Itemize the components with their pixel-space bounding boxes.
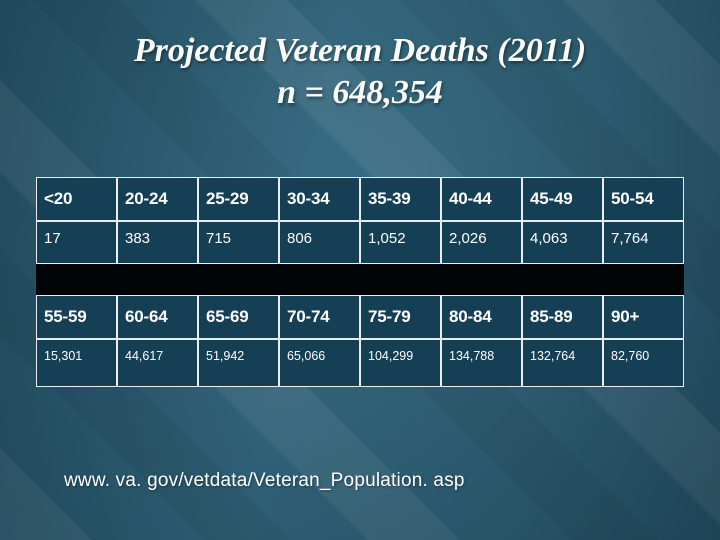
table-value-cell: 65,066 [279,339,360,387]
table-value-cell: 715 [198,221,279,264]
table-header-cell: 75-79 [360,295,441,339]
table-header-cell: 50-54 [603,177,684,221]
table-value-cell: 132,764 [522,339,603,387]
table-value-cell: 134,788 [441,339,522,387]
table-value-cell: 1,052 [360,221,441,264]
table-header-cell: 20-24 [117,177,198,221]
slide-title-line-2: n = 648,354 [277,74,443,111]
slide-title: Projected Veteran Deaths (2011) n = 648,… [0,30,720,114]
table-value-cell: 7,764 [603,221,684,264]
table-value-cell: 104,299 [360,339,441,387]
table-header-cell: 80-84 [441,295,522,339]
table-value-cell: 82,760 [603,339,684,387]
table-header-cell: 70-74 [279,295,360,339]
veteran-deaths-table: <20 20-24 25-29 30-34 35-39 40-44 45-49 … [36,177,684,387]
table-value-cell: 17 [36,221,117,264]
table-value-cell: 15,301 [36,339,117,387]
table-header-cell: 90+ [603,295,684,339]
table-header-cell: 45-49 [522,177,603,221]
table-header-cell: 30-34 [279,177,360,221]
table-header-cell: 60-64 [117,295,198,339]
table-value-cell: 51,942 [198,339,279,387]
table-header-cell: 35-39 [360,177,441,221]
table-header-row-1: <20 20-24 25-29 30-34 35-39 40-44 45-49 … [36,177,684,221]
table-value-row-2: 15,301 44,617 51,942 65,066 104,299 134,… [36,339,684,387]
source-url-text: www. va. gov/vetdata/Veteran_Population.… [64,470,465,491]
table-value-cell: 806 [279,221,360,264]
table-header-cell: <20 [36,177,117,221]
table-header-cell: 25-29 [198,177,279,221]
table-value-cell: 383 [117,221,198,264]
table-value-cell: 2,026 [441,221,522,264]
table-header-cell: 55-59 [36,295,117,339]
table-value-row-1: 17 383 715 806 1,052 2,026 4,063 7,764 [36,221,684,264]
table-header-cell: 65-69 [198,295,279,339]
table-black-separator [36,264,684,295]
table-header-cell: 40-44 [441,177,522,221]
table-value-cell: 4,063 [522,221,603,264]
table-header-row-2: 55-59 60-64 65-69 70-74 75-79 80-84 85-8… [36,295,684,339]
slide-title-line-1: Projected Veteran Deaths (2011) [133,32,587,69]
table-value-cell: 44,617 [117,339,198,387]
table-header-cell: 85-89 [522,295,603,339]
